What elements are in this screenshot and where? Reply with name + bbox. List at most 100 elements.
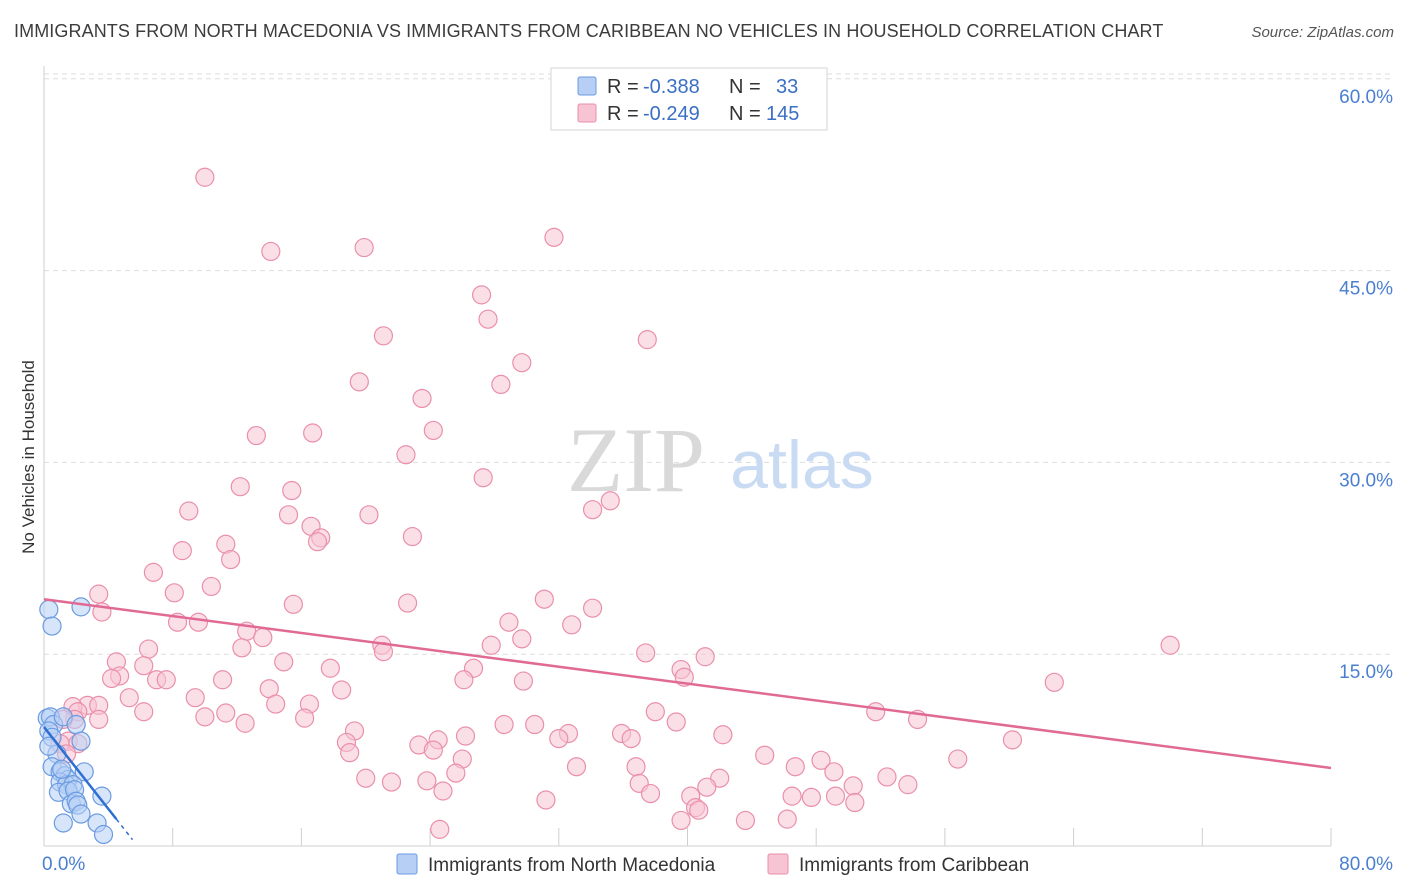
north-macedonia-point-23: [92, 786, 112, 806]
caribbean-point-141: [430, 819, 450, 839]
caribbean-point-57: [134, 656, 154, 676]
legend-pink-label: Immigrants from Caribbean: [799, 855, 1029, 876]
caribbean-point-46: [512, 629, 532, 649]
caribbean-point-34: [89, 584, 109, 604]
caribbean-point-32: [201, 576, 221, 597]
caribbean-point-65: [212, 670, 233, 690]
north-macedonia-trend-line: [43, 726, 118, 820]
x-tick-label-80: 80.0%: [1339, 854, 1393, 875]
y-tick-label-45: 45.0%: [1339, 279, 1393, 300]
legend-pink-swatch: [767, 853, 789, 875]
caribbean-point-11: [412, 388, 432, 409]
caribbean-point-90: [494, 714, 514, 735]
north-macedonia-point-30: [93, 824, 114, 845]
y-tick-label-15: 15.0%: [1339, 662, 1393, 683]
caribbean-point-82: [866, 702, 886, 722]
caribbean-point-138: [671, 810, 691, 831]
caribbean-point-91: [525, 714, 545, 735]
caribbean-point-99: [455, 726, 476, 746]
caribbean-point-118: [824, 762, 844, 782]
caribbean-point-86: [89, 709, 109, 730]
caribbean-point-81: [645, 702, 665, 722]
caribbean-point-83: [195, 707, 215, 727]
caribbean-point-127: [898, 775, 918, 795]
stats-pink-n-value: 145: [766, 103, 799, 125]
caribbean-point-41: [188, 612, 209, 632]
caribbean-point-132: [801, 787, 821, 808]
y-tick-labels: 15.0% 30.0% 45.0% 60.0%: [1339, 87, 1393, 683]
north-macedonia-point-0: [39, 599, 59, 620]
x-tick-label-0: 0.0%: [42, 854, 85, 875]
caribbean-point-85: [295, 708, 315, 728]
caribbean-point-7: [373, 326, 394, 346]
caribbean-point-18: [282, 480, 302, 501]
caribbean-point-5: [478, 309, 498, 329]
caribbean-point-117: [446, 763, 466, 783]
stats-pink-n-label: N =: [729, 103, 761, 125]
caribbean-point-72: [185, 688, 205, 708]
caribbean-point-31: [143, 562, 163, 582]
caribbean-point-16: [473, 468, 493, 488]
trend-lines: [43, 597, 1332, 841]
caribbean-point-116: [626, 757, 646, 777]
north-macedonia-point-1: [42, 616, 62, 636]
caribbean-point-113: [948, 749, 968, 769]
caribbean-point-36: [283, 594, 303, 614]
caribbean-point-58: [320, 658, 340, 678]
caribbean-point-53: [695, 647, 715, 667]
y-tick-label-30: 30.0%: [1339, 470, 1393, 491]
caribbean-point-92: [666, 712, 686, 732]
caribbean-point-21: [179, 501, 199, 521]
caribbean-point-42: [499, 612, 519, 632]
caribbean-point-133: [825, 786, 846, 806]
north-macedonia-point-8: [66, 714, 86, 735]
north-macedonia-point-28: [53, 813, 73, 833]
caribbean-point-22: [278, 505, 299, 525]
watermark: ZIP atlas: [567, 409, 874, 511]
caribbean-point-140: [777, 809, 797, 829]
caribbean-point-51: [232, 638, 252, 658]
caribbean-point-101: [549, 728, 569, 749]
caribbean-point-3: [544, 227, 564, 247]
caribbean-point-139: [735, 810, 756, 831]
source-label: Source: ZipAtlas.com: [1251, 24, 1394, 41]
caribbean-point-121: [417, 771, 437, 791]
caribbean-point-71: [332, 680, 352, 700]
north-macedonia-trend-extension: [115, 818, 134, 841]
caribbean-point-73: [119, 688, 139, 708]
x-tick-labels: 0.0% 80.0%: [42, 854, 1393, 875]
caribbean-trend-line: [43, 597, 1332, 770]
caribbean-point-4: [471, 285, 492, 305]
caribbean-point-67: [513, 671, 534, 691]
grid-lines: [44, 73, 1393, 655]
legend-blue-label: Immigrants from North Macedonia: [428, 855, 716, 876]
north-macedonia-point-27: [71, 804, 91, 824]
caribbean-point-27: [307, 532, 328, 552]
caribbean-point-97: [621, 728, 641, 749]
caribbean-point-112: [811, 750, 831, 770]
caribbean-point-56: [274, 652, 294, 672]
caribbean-point-29: [172, 541, 192, 561]
caribbean-point-125: [697, 777, 717, 797]
y-tick-label-60: 60.0%: [1339, 87, 1393, 108]
caribbean-point-62: [101, 668, 122, 689]
caribbean-point-12: [246, 425, 266, 446]
caribbean-point-134: [536, 790, 556, 810]
legend-blue-swatch: [396, 853, 418, 875]
caribbean-point-80: [134, 702, 154, 722]
stats-blue-n-value: 33: [776, 76, 798, 98]
caribbean-point-35: [397, 593, 418, 613]
stats-pink-r-value: -0.249: [643, 103, 700, 125]
caribbean-point-2: [354, 237, 374, 258]
caribbean-point-37: [534, 589, 554, 609]
caribbean-point-84: [216, 703, 236, 723]
caribbean-point-123: [877, 767, 897, 787]
caribbean-point-115: [566, 757, 587, 777]
caribbean-point-110: [755, 745, 775, 765]
caribbean-point-98: [713, 725, 733, 745]
stats-blue-n-label: N =: [729, 76, 761, 98]
caribbean-point-45: [253, 627, 273, 648]
stats-blue-r-value: -0.388: [643, 76, 700, 98]
caribbean-point-26: [402, 526, 423, 547]
caribbean-point-10: [491, 374, 511, 395]
